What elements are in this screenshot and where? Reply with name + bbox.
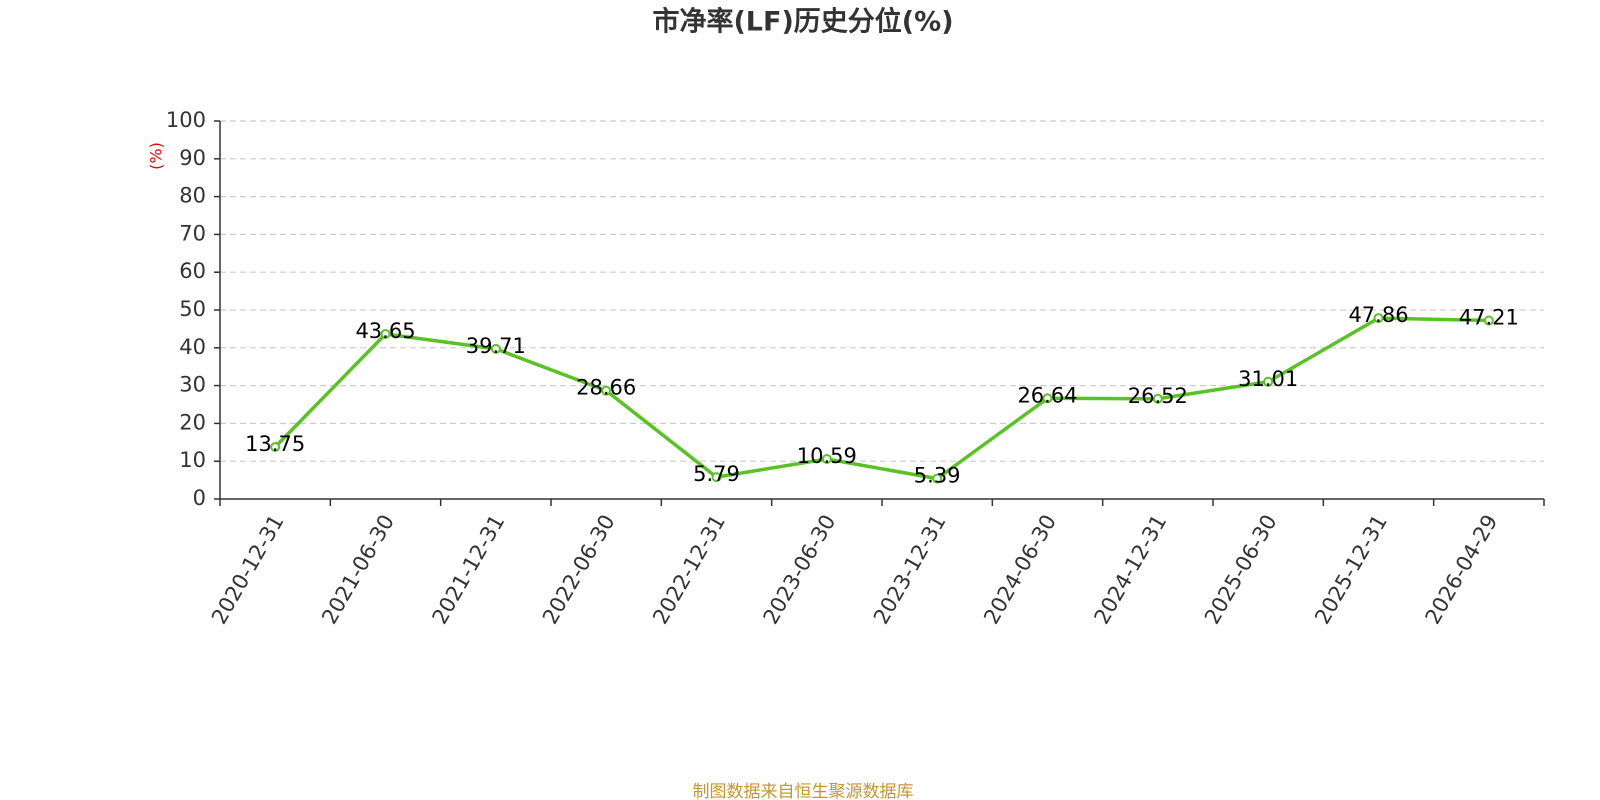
x-tick-label: 2021-12-31 (428, 511, 510, 629)
y-tick-label: 100 (166, 108, 206, 132)
y-tick-label: 30 (179, 373, 206, 397)
y-tick-label: 80 (179, 184, 206, 208)
source-note: 制图数据来自恒生聚源数据库 (693, 782, 914, 800)
y-tick-label: 0 (193, 486, 206, 510)
x-tick-label: 2021-06-30 (317, 511, 399, 629)
y-tick-label: 60 (179, 259, 206, 283)
value-label: 47.21 (1459, 306, 1519, 330)
value-label: 5.39 (914, 464, 961, 488)
value-label: 10.59 (797, 444, 857, 468)
x-tick-label: 2023-06-30 (759, 511, 841, 629)
point (1042, 393, 1053, 404)
value-label: 47.86 (1348, 303, 1408, 327)
value-label: 31.01 (1238, 367, 1298, 391)
value-label: 43.65 (355, 319, 415, 343)
point (601, 385, 612, 396)
x-tick-label: 2025-12-31 (1310, 511, 1392, 629)
y-tick-label: 70 (179, 221, 206, 245)
y-tick-label: 20 (179, 410, 206, 434)
x-tick-label: 2024-06-30 (979, 511, 1061, 629)
y-tick-label: 50 (179, 297, 206, 321)
point (1373, 313, 1384, 324)
point (932, 473, 943, 484)
point (1263, 376, 1274, 387)
x-tick-label: 2025-06-30 (1200, 511, 1282, 629)
chart-title: 市净率(LF)历史分位(%) (652, 6, 953, 38)
point (1483, 315, 1494, 326)
point (711, 472, 722, 483)
x-tick-label: 2020-12-31 (207, 511, 289, 629)
value-label: 26.52 (1128, 384, 1188, 408)
y-tick-label: 90 (179, 146, 206, 170)
value-label: 28.66 (576, 376, 636, 400)
value-label: 26.64 (1017, 383, 1077, 407)
value-label: 39.71 (466, 334, 526, 358)
value-label: 5.79 (693, 462, 740, 486)
x-tick-label: 2022-06-30 (538, 511, 620, 629)
point (1152, 393, 1163, 404)
point (821, 453, 832, 464)
x-tick-label: 2023-12-31 (869, 511, 951, 629)
point (380, 329, 391, 340)
x-tick-label: 2024-12-31 (1090, 511, 1172, 629)
value-label: 13.75 (245, 432, 305, 456)
point (270, 442, 281, 453)
x-tick-label: 2022-12-31 (648, 511, 730, 629)
x-tick-label: 2026-04-29 (1421, 511, 1503, 629)
point (490, 343, 501, 354)
y-tick-label: 10 (179, 448, 206, 472)
series-line (273, 316, 1489, 481)
y-axis-label: (%) (147, 142, 166, 170)
y-tick-label: 40 (179, 335, 206, 359)
